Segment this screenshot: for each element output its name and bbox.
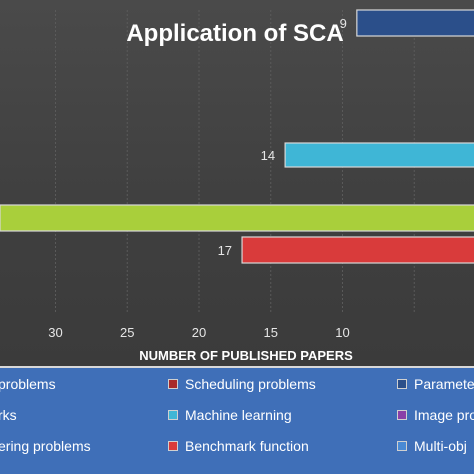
legend-item: rks [0,405,17,425]
legend-label: Machine learning [185,407,292,423]
data-label: 17 [218,243,232,258]
data-label: 14 [261,148,275,163]
legend-label: problems [0,376,56,392]
legend-swatch [168,441,178,451]
x-tick-label: 30 [48,325,62,340]
chart-title: Application of SCA [126,20,343,47]
legend-item: Multi-obj [397,436,467,456]
legend-item: Paramete [397,374,474,394]
legend-item: problems [0,374,56,394]
legend-swatch [168,379,178,389]
bar [241,236,474,264]
x-axis-label: NUMBER OF PUBLISHED PAPERS [139,348,353,363]
legend-item: Scheduling problems [168,374,316,394]
legend-label: Paramete [414,376,474,392]
bar [356,9,474,37]
x-axis-ticks: 40353025201510 [48,325,349,340]
legend-label: rks [0,407,17,423]
legend-label: Benchmark function [185,438,309,454]
legend-label: ering problems [0,438,91,454]
x-tick-label: 15 [264,325,278,340]
legend-swatch [397,441,407,451]
legend-item: Image pro [397,405,474,425]
x-tick-label: 20 [192,325,206,340]
legend-item: Machine learning [168,405,292,425]
legend-label: Image pro [414,407,474,423]
legend-item: Benchmark function [168,436,309,456]
bar [284,142,474,168]
legend-swatch [397,410,407,420]
bar [0,204,474,232]
legend-swatch [397,379,407,389]
legend: problems Scheduling problems Paramete rks Ma… [0,366,474,474]
x-tick-label: 25 [120,325,134,340]
legend-swatch [168,410,178,420]
data-label: 9 [340,16,347,31]
legend-label: Multi-obj [414,438,467,454]
legend-item: ering problems [0,436,91,456]
bars: 9 14 17 [0,9,474,264]
legend-label: Scheduling problems [185,376,316,392]
x-tick-label: 10 [335,325,349,340]
